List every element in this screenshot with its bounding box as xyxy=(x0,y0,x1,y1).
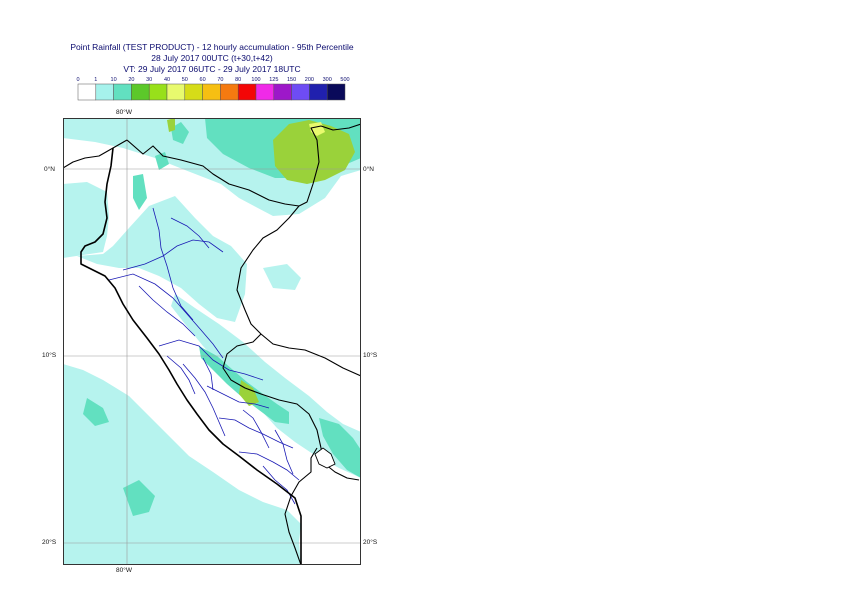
legend-tick-label: 80 xyxy=(235,77,241,83)
legend-swatch xyxy=(220,83,239,101)
lat-label-10-right: 10°S xyxy=(363,352,378,359)
rain-heavy-areas xyxy=(167,118,355,406)
lat-label-20-left: 20°S xyxy=(42,539,57,546)
legend-swatch xyxy=(255,83,275,101)
validity-time: VT: 29 July 2017 06UTC - 29 July 2017 18… xyxy=(123,64,301,74)
legend-swatch xyxy=(95,83,114,101)
legend-tick-label: 1 xyxy=(94,77,97,83)
rainfall-map xyxy=(63,118,361,565)
legend-swatch xyxy=(309,83,328,101)
legend-swatch xyxy=(77,83,97,101)
base-time: 28 July 2017 00UTC (t+30,t+42) xyxy=(151,53,273,63)
legend-tick-label: 500 xyxy=(340,77,349,83)
legend-swatch xyxy=(131,83,150,101)
legend-tick-label: 10 xyxy=(111,77,117,83)
country-borders xyxy=(63,123,361,565)
legend-tick-label: 50 xyxy=(182,77,188,83)
product-title: Point Rainfall (TEST PRODUCT) - 12 hourl… xyxy=(70,42,354,52)
legend-tick-label: 0 xyxy=(76,77,79,83)
legend-swatch xyxy=(184,83,203,101)
legend-tick-label: 60 xyxy=(200,77,206,83)
legend-swatch xyxy=(166,83,186,101)
legend-swatch xyxy=(326,83,346,101)
legend-swatch xyxy=(202,83,221,101)
lon-label-bottom: 80°W xyxy=(116,567,132,574)
rainfall-colorbar: 0 1 10 20 30 40 50 60 70 80 100 125 150 200 300 500 xyxy=(76,77,350,101)
legend-tick-label: 20 xyxy=(128,77,134,83)
legend-tick-label: 150 xyxy=(287,77,296,83)
legend-swatch xyxy=(113,83,132,101)
legend-tick-label: 40 xyxy=(164,77,170,83)
legend-tick-label: 30 xyxy=(146,77,152,83)
graticule xyxy=(63,118,361,565)
legend-swatch xyxy=(237,83,257,101)
legend-swatch xyxy=(148,83,168,101)
lat-label-0-left: 0°N xyxy=(44,166,55,173)
coastline xyxy=(80,147,302,565)
legend-tick-label: 200 xyxy=(305,77,314,83)
legend-swatch xyxy=(273,83,292,101)
legend-tick-label: 125 xyxy=(269,77,278,83)
lon-label-top: 80°W xyxy=(116,109,132,116)
lat-label-20-right: 20°S xyxy=(363,539,378,546)
legend-tick-label: 100 xyxy=(251,77,260,83)
legend-tick-label: 300 xyxy=(323,77,332,83)
map-frame xyxy=(63,118,361,565)
legend-swatch xyxy=(291,83,310,101)
lat-label-10-left: 10°S xyxy=(42,352,57,359)
legend-tick-label: 70 xyxy=(217,77,223,83)
region-boundaries xyxy=(108,207,300,505)
lake-titicaca xyxy=(314,447,336,469)
lat-label-0-right: 0°N xyxy=(363,166,374,173)
